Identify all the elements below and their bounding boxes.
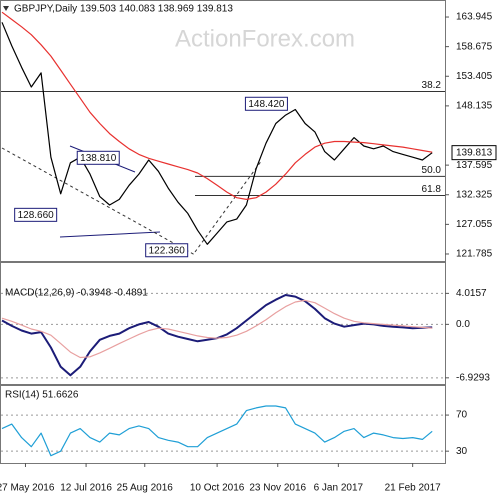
trendline	[59, 231, 161, 238]
y-tick-label: 30	[456, 446, 468, 457]
y-tick-label: 137.595	[456, 160, 493, 171]
last-price-box	[451, 145, 497, 161]
y-tick-label: -6.9293	[456, 372, 490, 383]
panel-title: MACD(12,26,9) -0.3948 -0.4891	[5, 288, 148, 299]
fib-label: 61.8	[422, 184, 442, 195]
panel-frame	[0, 0, 446, 262]
series-line	[1, 22, 433, 245]
price-annotation: 128.660	[18, 210, 55, 221]
y-tick-label: 127.055	[456, 219, 493, 230]
y-tick-label: 0.0	[456, 319, 470, 330]
panel-frame	[0, 385, 446, 464]
watermark: ActionForex.com	[175, 25, 355, 52]
price-annotation-box	[244, 96, 288, 111]
last-price-label: 139.813	[456, 147, 493, 158]
series-line	[1, 299, 433, 359]
y-tick-label: 132.325	[456, 189, 493, 200]
y-tick-label: 163.945	[456, 12, 493, 23]
y-tick-label: 4.0157	[456, 288, 487, 299]
y-tick-label: 70	[456, 410, 468, 421]
x-tick-label: 21 Feb 2017	[385, 483, 442, 494]
price-annotation: 122.360	[149, 245, 186, 256]
x-tick-label: 25 Aug 2016	[117, 483, 174, 494]
price-annotation-box	[76, 150, 120, 165]
dropdown-icon	[3, 6, 9, 11]
trendline	[1, 147, 196, 256]
panel-frame	[0, 262, 446, 385]
price-annotation: 138.810	[80, 153, 117, 164]
y-tick-label: 153.405	[456, 71, 493, 82]
price-annotation-box	[14, 207, 58, 222]
fib-label: 38.2	[422, 80, 442, 91]
x-tick-label: 27 May 2016	[0, 483, 55, 494]
trendline	[194, 159, 263, 253]
y-tick-label: 148.135	[456, 101, 493, 112]
panel-title: RSI(14) 51.6626	[5, 390, 79, 401]
price-annotation: 148.420	[248, 99, 285, 110]
x-tick-label: 12 Jul 2016	[60, 483, 112, 494]
fib-label: 50.0	[422, 165, 442, 176]
y-tick-label: 158.675	[456, 41, 493, 52]
series-line	[1, 405, 433, 457]
x-tick-label: 10 Oct 2016	[190, 483, 245, 494]
panel-title: GBPJPY,Daily 139.503 140.083 138.969 139…	[14, 4, 233, 15]
price-annotation-box	[145, 243, 189, 258]
series-line	[1, 11, 433, 200]
y-tick-label: 121.785	[456, 249, 493, 260]
x-tick-label: 23 Nov 2016	[249, 483, 306, 494]
x-tick-label: 6 Jan 2017	[314, 483, 364, 494]
